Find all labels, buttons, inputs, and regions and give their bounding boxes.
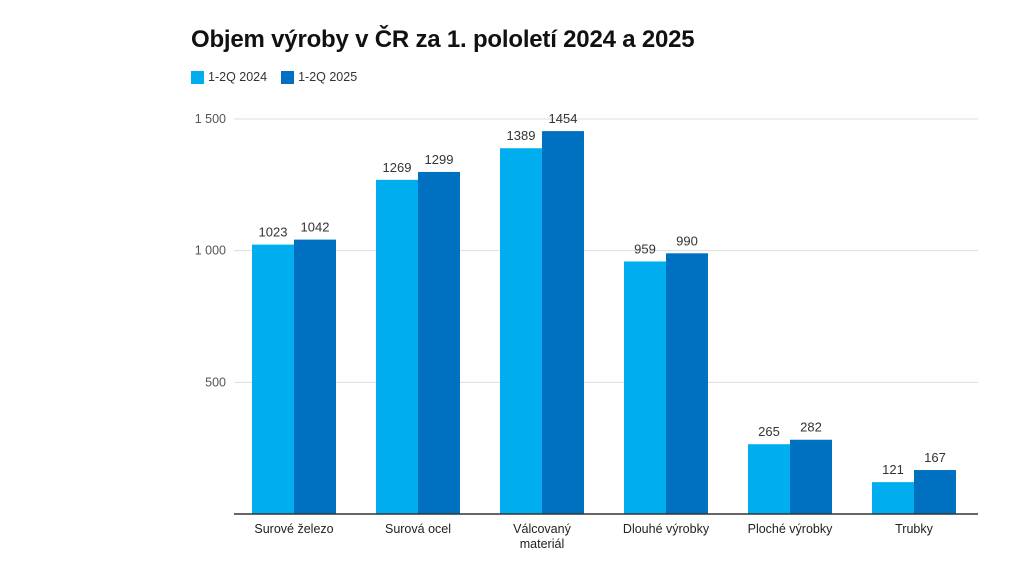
x-tick-label: Surové železo <box>254 522 333 536</box>
x-tick-label: Trubky <box>895 522 933 536</box>
data-label: 1454 <box>549 111 578 126</box>
data-label: 121 <box>882 462 904 477</box>
chart-title: Objem výroby v ČR za 1. pololetí 2024 a … <box>191 26 695 53</box>
data-label: 1042 <box>301 220 330 235</box>
legend-label-2024: 1-2Q 2024 <box>208 70 268 84</box>
bar-2025 <box>790 439 832 514</box>
data-label: 167 <box>924 450 946 465</box>
bar-2024 <box>872 482 914 514</box>
data-label: 1389 <box>507 128 536 143</box>
bar-2024 <box>252 244 294 515</box>
x-tick-label: Válcovaný <box>513 522 571 536</box>
bar-2025 <box>914 470 956 514</box>
data-label: 1269 <box>383 160 412 175</box>
data-label: 1299 <box>425 152 454 167</box>
bar-2024 <box>748 444 790 514</box>
data-label: 990 <box>676 233 698 248</box>
x-tick-label: Dlouhé výrobky <box>623 522 710 536</box>
y-tick-label: 500 <box>205 375 226 389</box>
chart-legend: 1-2Q 2024 1-2Q 2025 <box>191 70 371 84</box>
legend-item-2024: 1-2Q 2024 <box>191 70 267 84</box>
bar-2025 <box>666 253 708 515</box>
legend-swatch-2024 <box>191 70 204 84</box>
x-tick-label: materiál <box>520 537 564 551</box>
y-tick-label: 1 000 <box>195 244 226 258</box>
legend-swatch-2025 <box>281 70 295 84</box>
x-tick-label: Surová ocel <box>385 522 451 536</box>
data-label: 282 <box>800 420 822 435</box>
legend-label-2025: 1-2Q 2025 <box>298 70 358 84</box>
bar-2025 <box>294 239 336 514</box>
legend-item-2025: 1-2Q 2025 <box>281 70 357 84</box>
data-label: 959 <box>634 241 656 256</box>
y-tick-label: 1 500 <box>195 112 226 126</box>
bar-2024 <box>500 148 542 515</box>
data-label: 265 <box>758 424 780 439</box>
bar-2024 <box>376 179 418 514</box>
bar-2025 <box>418 171 460 514</box>
x-tick-label: Ploché výrobky <box>748 522 834 536</box>
bar-2025 <box>542 131 584 514</box>
data-label: 1023 <box>259 225 288 240</box>
bar-2024 <box>624 261 666 514</box>
